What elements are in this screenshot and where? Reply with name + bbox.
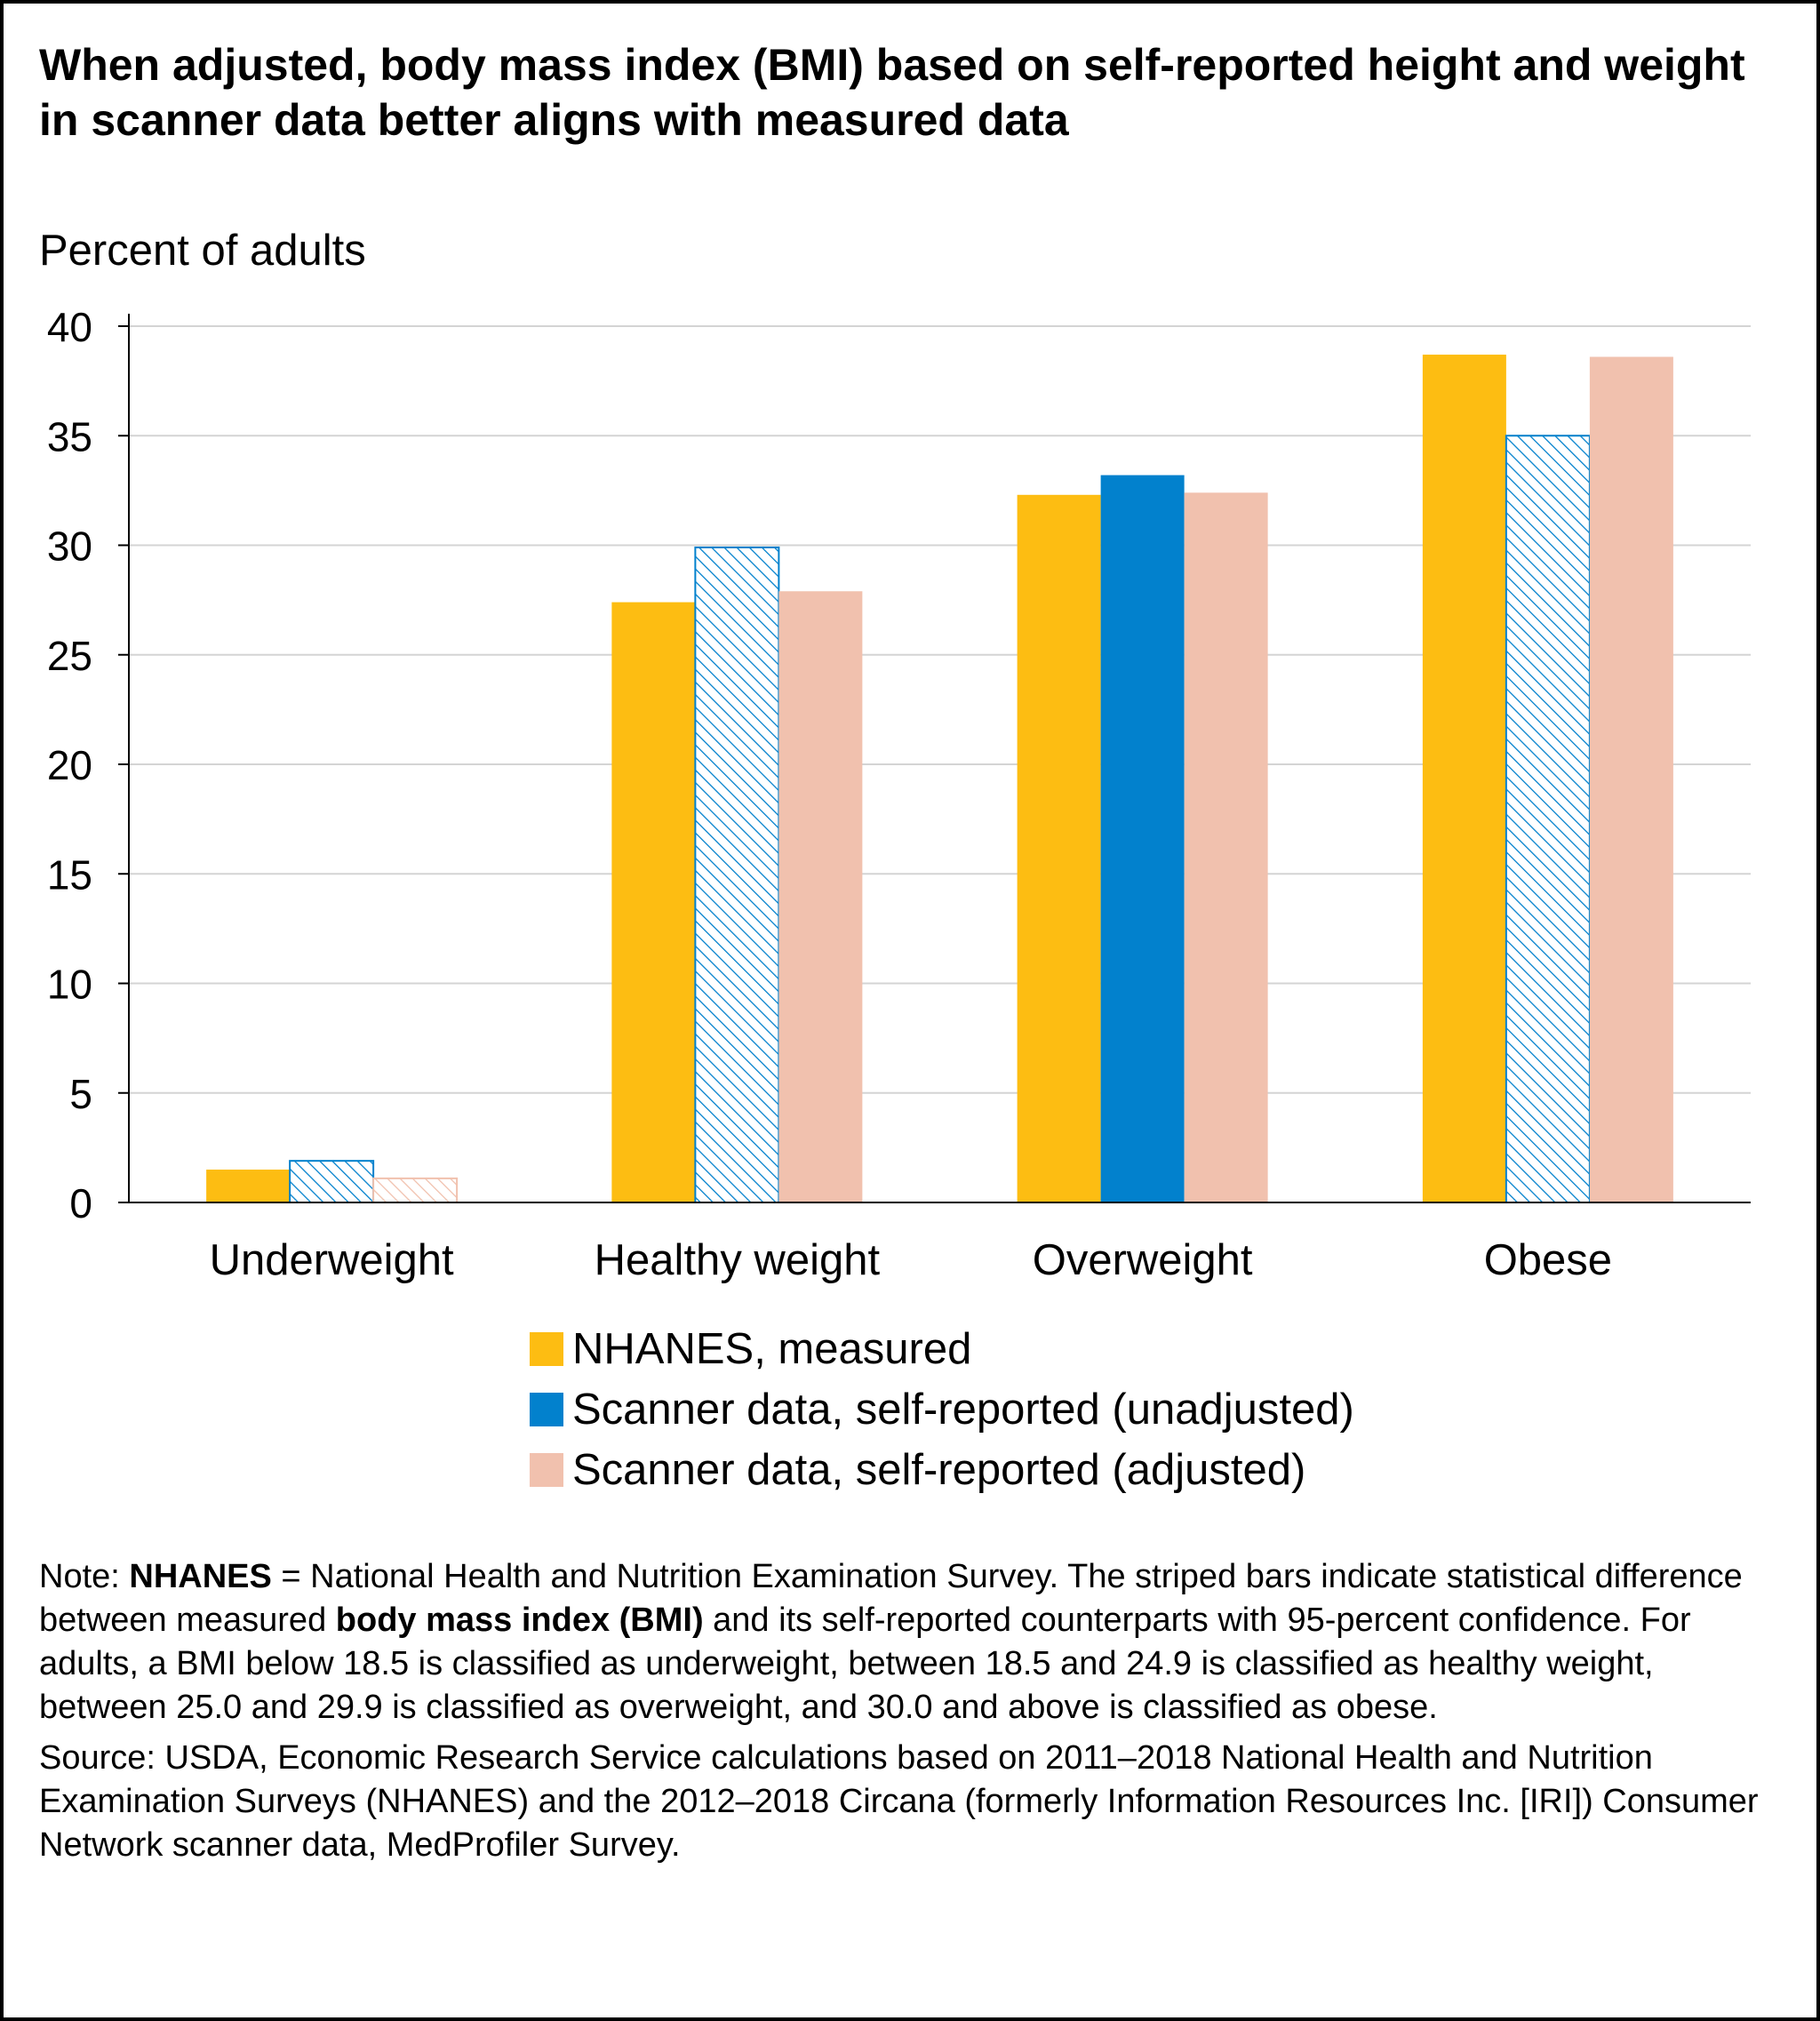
y-tick-label: 20: [47, 742, 92, 788]
bar: [611, 602, 696, 1202]
bar: [1017, 494, 1101, 1202]
legend-label: NHANES, measured: [572, 1325, 972, 1373]
bar: [1100, 475, 1185, 1202]
y-tick-label: 30: [47, 523, 92, 570]
note-prefix: Note:: [39, 1558, 130, 1595]
bar: [372, 1177, 459, 1204]
y-tick-labels: 0 5 10 15 20 25 30 35 40: [47, 304, 92, 1226]
y-tick-label: 0: [69, 1180, 92, 1226]
y-tick-label: 10: [47, 962, 92, 1008]
x-tick-labels: Underweight Healthy weight Overweight Obese: [210, 1236, 1612, 1284]
y-tick-label: 15: [47, 851, 92, 898]
legend-swatch: [530, 1453, 563, 1487]
bars: [206, 355, 1673, 1204]
legend-label: Scanner data, self-reported (adjusted): [572, 1446, 1306, 1494]
note-part: = National Health and Nutrition Examinat…: [39, 1558, 1743, 1639]
bar: [1184, 492, 1268, 1202]
axes: [128, 314, 1751, 1203]
legend-label: Scanner data, self-reported (unadjusted): [572, 1386, 1354, 1434]
note-term-bmi: body mass index (BMI): [335, 1602, 704, 1639]
notes: Note: NHANES = National Health and Nutri…: [39, 1555, 1781, 1867]
note-text: Note: NHANES = National Health and Nutri…: [39, 1555, 1781, 1729]
bar: [206, 1170, 291, 1202]
note-part: and its self-reported counterparts with …: [39, 1602, 1691, 1726]
legend-item-nhanes: NHANES, measured: [530, 1319, 1354, 1379]
y-axis-label: Percent of adults: [39, 227, 366, 275]
y-tick-label: 25: [47, 633, 92, 679]
legend: NHANES, measured Scanner data, self-repo…: [530, 1319, 1354, 1500]
bar-chart: Percent of adults 0 5 10 15 20 25 30 35 40 Under…: [39, 227, 1751, 1284]
bar: [694, 546, 780, 1203]
y-tick-label: 5: [69, 1071, 92, 1117]
bar: [1505, 435, 1591, 1203]
chart-title: When adjusted, body mass index (BMI) bas…: [39, 40, 1745, 145]
legend-item-adjusted: Scanner data, self-reported (adjusted): [530, 1440, 1354, 1500]
note-term-nhanes: NHANES: [129, 1558, 272, 1595]
legend-item-unadjusted: Scanner data, self-reported (unadjusted): [530, 1379, 1354, 1440]
x-tick-label: Healthy weight: [595, 1236, 881, 1284]
bar: [1422, 355, 1506, 1202]
x-tick-label: Obese: [1484, 1236, 1612, 1284]
x-tick-label: Underweight: [210, 1236, 454, 1284]
bar: [1589, 356, 1673, 1202]
bar: [289, 1160, 375, 1204]
bar: [778, 591, 863, 1202]
y-tick-label: 35: [47, 413, 92, 459]
source-text: Source: USDA, Economic Research Service …: [39, 1739, 1759, 1864]
y-tick-label: 40: [47, 304, 92, 350]
legend-swatch: [530, 1332, 563, 1366]
x-tick-label: Overweight: [1033, 1236, 1253, 1284]
legend-swatch: [530, 1393, 563, 1426]
